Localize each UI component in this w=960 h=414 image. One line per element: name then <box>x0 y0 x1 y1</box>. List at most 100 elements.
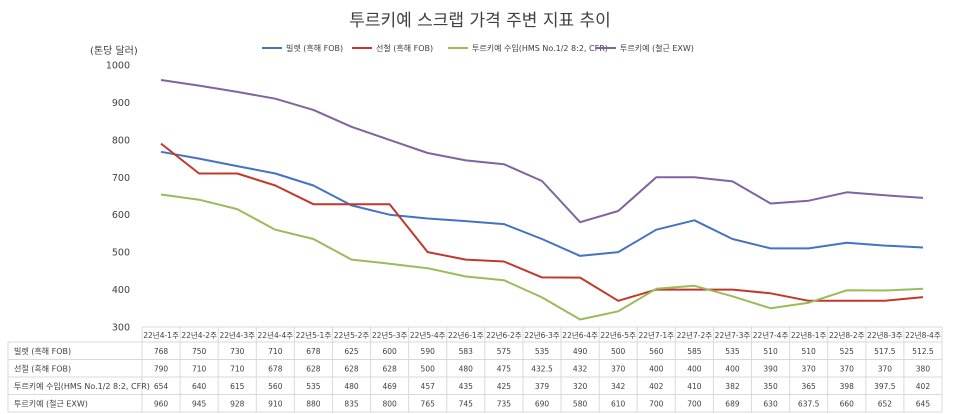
y-tick-label: 700 <box>112 173 130 184</box>
data-label: 425 <box>497 382 512 391</box>
data-label: 678 <box>306 347 321 356</box>
data-label: 435 <box>459 382 474 391</box>
data-label: 512.5 <box>912 347 934 356</box>
data-label: 745 <box>459 399 474 408</box>
data-label: 500 <box>421 364 436 373</box>
data-label: 500 <box>611 347 626 356</box>
data-label: 370 <box>802 364 817 373</box>
data-label: 370 <box>878 364 893 373</box>
data-label: 615 <box>230 382 245 391</box>
y-tick-label: 1000 <box>106 61 130 72</box>
data-label: 630 <box>763 399 778 408</box>
series-line <box>160 193 924 321</box>
x-tick-label: 22년8-4주 <box>905 330 941 340</box>
x-tick-label: 22년6-4주 <box>562 330 598 340</box>
data-label: 700 <box>687 399 702 408</box>
data-label: 525 <box>840 347 855 356</box>
data-label: 835 <box>344 399 359 408</box>
data-label: 690 <box>535 399 550 408</box>
data-label: 645 <box>916 399 931 408</box>
data-label: 379 <box>535 382 550 391</box>
data-label: 370 <box>611 364 626 373</box>
data-label: 560 <box>649 347 664 356</box>
x-tick-label: 22년6-5주 <box>600 330 636 340</box>
data-label: 790 <box>154 364 169 373</box>
data-label: 640 <box>192 382 207 391</box>
data-label: 342 <box>611 382 626 391</box>
data-label: 517.5 <box>874 347 896 356</box>
data-label: 402 <box>916 382 931 391</box>
data-label: 397.5 <box>874 382 896 391</box>
series-line <box>160 150 924 257</box>
data-label: 583 <box>459 347 474 356</box>
data-label: 928 <box>230 399 245 408</box>
x-tick-label: 22년4-4주 <box>258 330 294 340</box>
x-tick-label: 22년8-1주 <box>791 330 827 340</box>
x-tick-label: 22년6-1주 <box>448 330 484 340</box>
data-label: 320 <box>573 382 588 391</box>
y-tick-label: 500 <box>112 248 130 259</box>
data-label: 560 <box>268 382 283 391</box>
legend-entry: 빌렛 (흑해 FOB) <box>286 43 343 53</box>
data-label: 480 <box>459 364 474 373</box>
data-label: 628 <box>306 364 321 373</box>
data-label: 490 <box>573 347 588 356</box>
data-label: 585 <box>687 347 702 356</box>
x-tick-label: 22년6-2주 <box>486 330 522 340</box>
data-label: 365 <box>802 382 817 391</box>
legend: 빌렛 (흑해 FOB) 선철 (흑해 FOB) 투르키예 수입(HMS No.1/2… <box>262 43 694 53</box>
data-label: 580 <box>573 399 588 408</box>
table-row-label: 빌렛 (흑해 FOB) <box>14 346 71 356</box>
data-label: 678 <box>268 364 283 373</box>
data-label: 382 <box>725 382 740 391</box>
data-label: 535 <box>725 347 740 356</box>
data-label: 380 <box>916 364 931 373</box>
x-tick-label: 22년5-4주 <box>410 330 446 340</box>
x-tick-label: 22년8-2주 <box>829 330 865 340</box>
x-tick-label: 22년8-3주 <box>867 330 903 340</box>
data-label: 610 <box>611 399 626 408</box>
legend-entry: 투르키예 (철근 EXW) <box>620 43 694 53</box>
data-label: 960 <box>154 399 169 408</box>
data-label: 402 <box>649 382 664 391</box>
data-label: 945 <box>192 399 207 408</box>
data-label: 735 <box>497 399 512 408</box>
x-tick-label: 22년4-1주 <box>143 330 179 340</box>
data-label: 475 <box>497 364 512 373</box>
data-label: 910 <box>268 399 283 408</box>
data-label: 750 <box>192 347 207 356</box>
chart-title: 투르키예 스크랩 가격 주변 지표 추이 <box>349 11 611 31</box>
x-tick-label: 22년5-1주 <box>296 330 332 340</box>
x-tick-label: 22년7-2주 <box>677 330 713 340</box>
table-row-label: 투르키예 수입(HMS No.1/2 8:2, CFR) <box>14 381 150 391</box>
data-label: 710 <box>268 347 283 356</box>
data-label: 768 <box>154 347 169 356</box>
y-tick-label: 900 <box>112 98 130 109</box>
data-label: 410 <box>687 382 702 391</box>
data-label: 800 <box>382 399 397 408</box>
data-label: 637.5 <box>798 399 820 408</box>
data-label: 590 <box>421 347 436 356</box>
data-label: 765 <box>421 399 436 408</box>
x-tick-label: 22년7-1주 <box>638 330 674 340</box>
data-label: 654 <box>154 382 169 391</box>
data-label: 710 <box>192 364 207 373</box>
data-label: 730 <box>230 347 245 356</box>
x-tick-label: 22년5-2주 <box>334 330 370 340</box>
data-label: 400 <box>725 364 740 373</box>
plot-area <box>160 79 924 321</box>
data-label: 398 <box>840 382 855 391</box>
y-tick-label: 600 <box>112 210 130 221</box>
x-tick-label: 22년4-2주 <box>181 330 217 340</box>
data-label: 535 <box>306 382 321 391</box>
x-tick-label: 22년5-3주 <box>372 330 408 340</box>
y-tick-label: 400 <box>112 285 130 296</box>
data-label: 510 <box>763 347 778 356</box>
data-label: 432 <box>573 364 588 373</box>
data-label: 628 <box>344 364 359 373</box>
data-label: 710 <box>230 364 245 373</box>
y-axis: 300 400 500 600 700 800 900 1000 <box>106 61 130 334</box>
legend-entry: 선철 (흑해 FOB) <box>376 43 433 53</box>
data-label: 370 <box>840 364 855 373</box>
